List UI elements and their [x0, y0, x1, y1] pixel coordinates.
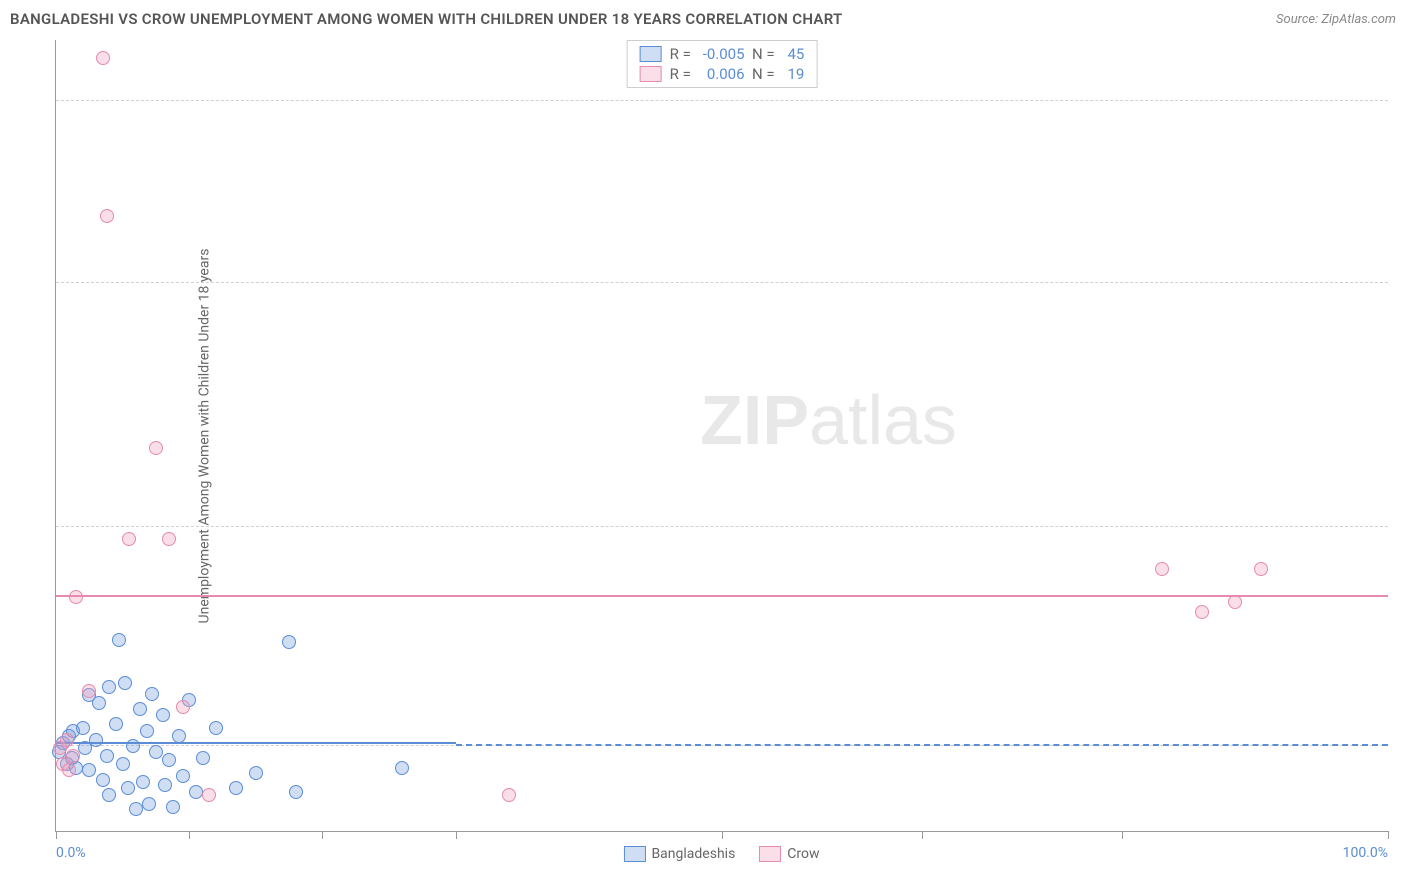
legend-swatch — [640, 66, 662, 82]
legend-row: R = 0.006 N = 19 — [640, 65, 805, 83]
data-point — [142, 797, 156, 811]
x-tick-label: 0.0% — [56, 845, 86, 861]
legend-label: Bangladeshis — [651, 846, 735, 862]
data-point — [140, 724, 154, 738]
data-point — [89, 733, 103, 747]
series-legend: Bangladeshis Crow — [623, 846, 819, 862]
data-point — [60, 733, 74, 747]
data-point — [189, 785, 203, 799]
data-point — [66, 749, 80, 763]
data-point — [136, 775, 150, 789]
data-point — [116, 757, 130, 771]
x-tick — [456, 831, 457, 839]
data-point — [62, 763, 76, 777]
data-point — [100, 749, 114, 763]
data-point — [129, 802, 143, 816]
data-point — [1254, 562, 1268, 576]
data-point — [1228, 595, 1242, 609]
x-tick — [722, 831, 723, 839]
data-point — [102, 788, 116, 802]
data-point — [82, 763, 96, 777]
watermark: ZIPatlas — [700, 380, 957, 460]
data-point — [112, 633, 126, 647]
data-point — [202, 788, 216, 802]
data-point — [229, 781, 243, 795]
trendline-extension — [456, 744, 1388, 746]
legend-label: Crow — [787, 846, 819, 862]
legend-row: R = -0.005 N = 45 — [640, 45, 805, 63]
data-point — [282, 635, 296, 649]
chart-title: BANGLADESHI VS CROW UNEMPLOYMENT AMONG W… — [10, 10, 843, 28]
data-point — [176, 700, 190, 714]
chart-area: Unemployment Among Women with Children U… — [55, 40, 1388, 832]
data-point — [96, 773, 110, 787]
data-point — [166, 800, 180, 814]
data-point — [502, 788, 516, 802]
data-point — [82, 684, 96, 698]
data-point — [96, 51, 110, 65]
data-point — [395, 761, 409, 775]
data-point — [196, 751, 210, 765]
data-point — [149, 441, 163, 455]
gridline — [56, 526, 1388, 527]
data-point — [158, 778, 172, 792]
data-point — [69, 590, 83, 604]
gridline — [56, 282, 1388, 283]
x-tick — [1388, 831, 1389, 839]
data-point — [172, 729, 186, 743]
x-tick — [1122, 831, 1123, 839]
data-point — [176, 769, 190, 783]
data-point — [122, 532, 136, 546]
data-point — [126, 739, 140, 753]
legend-stats: R = 0.006 N = 19 — [670, 65, 805, 83]
legend-item: Crow — [759, 846, 819, 862]
legend-swatch — [623, 846, 645, 862]
data-point — [102, 680, 116, 694]
data-point — [209, 721, 223, 735]
trendline — [56, 595, 1388, 597]
x-tick — [56, 831, 57, 839]
gridline — [56, 100, 1388, 101]
data-point — [1155, 562, 1169, 576]
data-point — [145, 687, 159, 701]
data-point — [289, 785, 303, 799]
data-point — [1195, 605, 1209, 619]
x-tick — [322, 831, 323, 839]
data-point — [109, 717, 123, 731]
data-point — [249, 766, 263, 780]
legend-item: Bangladeshis — [623, 846, 735, 862]
data-point — [121, 781, 135, 795]
trendline — [56, 742, 456, 744]
data-point — [162, 753, 176, 767]
data-point — [149, 745, 163, 759]
data-point — [118, 676, 132, 690]
data-point — [100, 209, 114, 223]
data-point — [156, 708, 170, 722]
x-tick — [189, 831, 190, 839]
x-tick — [922, 831, 923, 839]
source-label: Source: ZipAtlas.com — [1276, 12, 1396, 27]
data-point — [162, 532, 176, 546]
x-tick-label: 100.0% — [1343, 845, 1388, 861]
legend-stats: R = -0.005 N = 45 — [670, 45, 805, 63]
correlation-legend: R = -0.005 N = 45 R = 0.006 N = 19 — [627, 40, 818, 88]
data-point — [92, 696, 106, 710]
legend-swatch — [640, 46, 662, 62]
data-point — [76, 721, 90, 735]
legend-swatch — [759, 846, 781, 862]
plot-region: ZIPatlas R = -0.005 N = 45 R = 0.006 N = … — [55, 40, 1388, 832]
data-point — [133, 702, 147, 716]
